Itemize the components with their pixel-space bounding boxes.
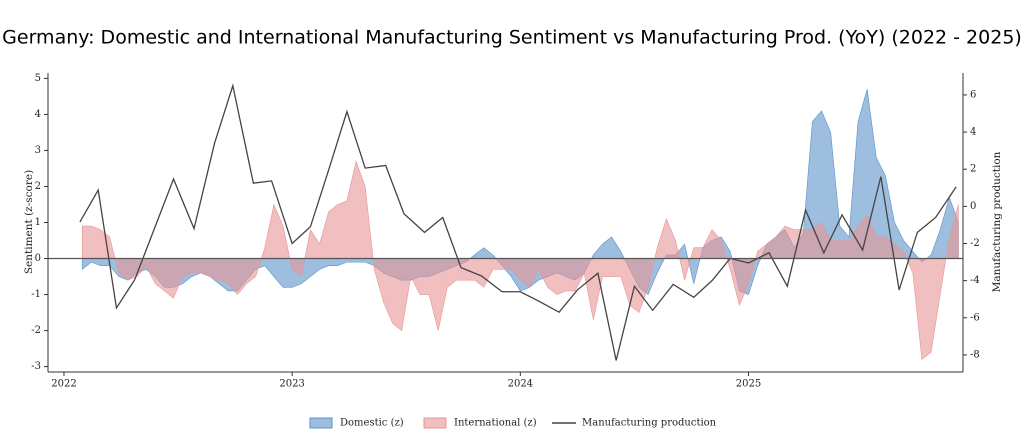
x-tick-label: 2023 <box>279 379 304 390</box>
y-tick-label: 3 <box>35 145 41 156</box>
area <box>81 160 959 360</box>
x-tick-label: 2024 <box>508 379 533 390</box>
y2-tick-label: 6 <box>970 89 976 100</box>
y2-tick-label: 0 <box>970 201 976 212</box>
y-axis-label: Sentiment (z-score) <box>23 170 35 274</box>
legend-label: International (z) <box>454 418 537 429</box>
y2-tick-label: -8 <box>970 349 980 360</box>
y2-axis-label: Manufacturing production <box>991 151 1003 292</box>
y2-tick-label: 4 <box>970 127 976 138</box>
y2-tick-label: 2 <box>970 164 976 175</box>
y-tick-label: 2 <box>35 181 41 192</box>
y2-tick-label: -6 <box>970 312 980 323</box>
legend-label: Manufacturing production <box>582 418 717 429</box>
y-tick-label: 0 <box>35 253 41 264</box>
legend-swatch <box>423 417 447 429</box>
y-tick-label: 5 <box>35 73 41 84</box>
y-tick-label: 1 <box>35 217 41 228</box>
legend-swatch <box>309 417 333 429</box>
chart-title: Germany: Domestic and International Manu… <box>2 27 1022 49</box>
y-tick-label: -1 <box>31 289 41 300</box>
y2-tick-label: -4 <box>970 275 980 286</box>
line <box>79 83 957 361</box>
x-tick-label: 2025 <box>736 379 761 390</box>
y-tick-label: -2 <box>31 325 41 336</box>
y2-tick-label: -2 <box>970 238 980 249</box>
x-tick-label: 2022 <box>51 379 76 390</box>
y-tick-label: 4 <box>35 109 41 120</box>
y-tick-label: -3 <box>31 361 41 372</box>
legend-label: Domestic (z) <box>340 418 404 429</box>
